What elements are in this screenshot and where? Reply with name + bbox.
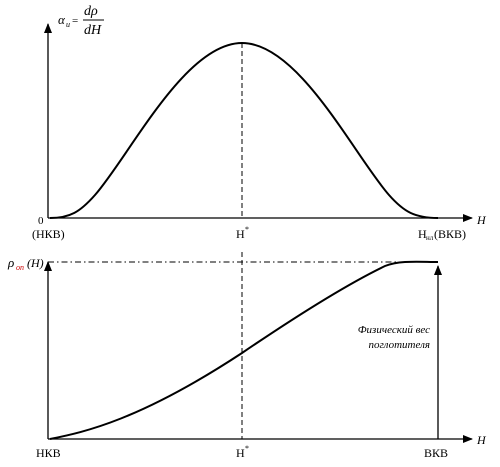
bottom-tick-vkv: ВКВ — [424, 446, 448, 460]
rho-argument: (H) — [27, 256, 44, 270]
equals-sign: = — [72, 15, 78, 27]
alpha-subscript: u — [66, 20, 70, 29]
top-x-axis-label: H — [476, 213, 487, 227]
top-plot: α u = dρ dH H 0 (НКВ) H * H нл (ВКВ) — [32, 4, 487, 242]
top-tick-h-star-sup: * — [245, 225, 249, 234]
top-tick-nkv: (НКВ) — [32, 227, 65, 241]
top-origin-label: 0 — [38, 215, 44, 227]
top-bell-curve — [49, 41, 439, 219]
bottom-x-axis-label: H — [476, 433, 487, 447]
annotation-line-1: Физический вес — [358, 324, 430, 336]
bottom-y-axis-label: ρ оп (H) — [7, 255, 44, 272]
top-tick-vkv-paren: (ВКВ) — [434, 227, 466, 241]
rho-symbol: ρ — [7, 255, 14, 270]
fraction-denominator: dH — [84, 23, 102, 38]
fraction-numerator: dρ — [84, 4, 98, 19]
top-y-axis-label: α u = dρ dH — [58, 4, 104, 38]
alpha-symbol: α — [58, 12, 66, 27]
top-tick-hnl: H — [418, 227, 427, 241]
bottom-plot: ρ оп (H) H НКВ H * ВКВ Физический вес по… — [7, 252, 487, 460]
top-tick-h-star: H — [236, 227, 245, 241]
bottom-s-curve — [49, 260, 439, 440]
top-tick-hnl-sub: нл — [426, 234, 434, 242]
top-tick-vkv: H нл (ВКВ) — [418, 227, 466, 242]
rho-subscript: оп — [16, 263, 24, 272]
bottom-tick-h-star-sup: * — [245, 444, 249, 453]
bottom-tick-nkv: НКВ — [36, 446, 61, 460]
annotation-line-2: поглотителя — [369, 339, 430, 351]
bottom-tick-h-star: H — [236, 446, 245, 460]
